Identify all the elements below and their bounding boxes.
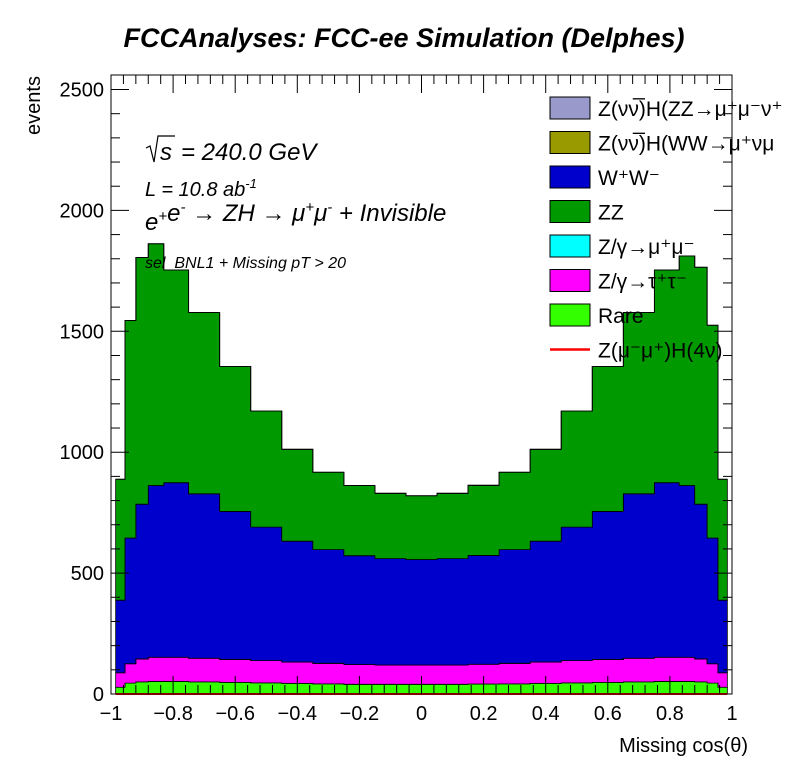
sqrt-s-annotation: s = 240.0 GeV xyxy=(145,135,318,166)
y-tick-label-0: 0 xyxy=(93,684,104,706)
legend-swatch-0 xyxy=(549,96,591,120)
sqrt-s-text: s xyxy=(160,139,172,166)
legend-entry-0: Z(νν̅)H(ZZ→μ⁺μ⁻ν⁺ xyxy=(549,96,783,121)
x-tick-label-1: −0.8 xyxy=(153,703,192,725)
stacked-histograms xyxy=(115,243,728,695)
x-tick-label-9: 0.8 xyxy=(656,703,684,725)
legend-entry-1: Z(νν̅)H(WW→μ⁺νμ xyxy=(549,131,774,156)
legend-swatch-2 xyxy=(549,165,591,189)
legend-label-2: W⁺W⁻ xyxy=(598,167,660,190)
x-tick-label-0: −1 xyxy=(100,703,123,725)
y-tick-label-3: 1500 xyxy=(60,321,105,343)
legend-label-6: Rare xyxy=(598,305,644,328)
process-annotation: e+e- → ZH → μ+μ- + Invisible xyxy=(145,199,446,236)
legend-entry-4: Z/γ→μ⁺μ⁻ xyxy=(549,234,695,259)
legend-swatch-4 xyxy=(549,234,591,258)
y-tick-label-4: 2000 xyxy=(60,200,105,222)
x-tick-label-8: 0.6 xyxy=(594,703,622,725)
annotations: s = 240.0 GeV L = 10.8 ab-1 e+e- → ZH → … xyxy=(145,135,446,272)
legend-label-1: Z(νν̅)H(WW→μ⁺νμ xyxy=(598,133,774,156)
y-tick-label-1: 500 xyxy=(71,563,104,585)
lumi-annotation: L = 10.8 ab-1 xyxy=(145,176,257,201)
x-tick-label-3: −0.4 xyxy=(278,703,317,725)
lumi-text: L = 10.8 ab xyxy=(145,179,245,201)
legend-label-7: Z(μ⁻μ⁺)H(4ν) xyxy=(598,340,723,363)
series-area-6 xyxy=(115,243,728,497)
sqrt-symbol xyxy=(145,135,175,163)
legend-entry-7: Z(μ⁻μ⁺)H(4ν) xyxy=(550,340,723,363)
legend-swatch-5 xyxy=(549,269,591,292)
x-tick-label-2: −0.6 xyxy=(215,703,254,725)
x-axis-label: Missing cos(θ) xyxy=(619,735,748,757)
lumi-exponent: -1 xyxy=(245,176,257,191)
legend-label-3: ZZ xyxy=(598,202,624,225)
x-tick-label-7: 0.4 xyxy=(532,703,560,725)
legend-entry-6: Rare xyxy=(549,303,644,328)
legend-swatch-3 xyxy=(549,200,591,223)
legend-swatch-6 xyxy=(549,303,591,327)
legend-entry-2: W⁺W⁻ xyxy=(549,165,660,190)
x-tick-label-4: −0.2 xyxy=(340,703,379,725)
legend-label-4: Z/γ→μ⁺μ⁻ xyxy=(598,236,695,259)
x-tick-label-5: 0 xyxy=(416,703,427,725)
process-middle: → ZH → μ xyxy=(192,200,305,227)
legend-entry-3: ZZ xyxy=(549,200,624,225)
y-tick-label-5: 2500 xyxy=(60,80,105,102)
selection-annotation: sel_BNL1 + Missing pT > 20 xyxy=(145,255,346,272)
x-tick-labels: −1 −0.8 −0.6 −0.4 −0.2 0 0.2 0.4 0.6 0.8 1 xyxy=(100,703,738,725)
legend-swatch-1 xyxy=(549,131,591,154)
y-tick-labels: 0 500 1000 1500 2000 2500 xyxy=(60,80,105,706)
process-suffix: + Invisible xyxy=(339,200,446,227)
legend-label-5: Z/γ→τ⁺τ⁻ xyxy=(598,271,687,294)
process-prefix: e xyxy=(145,209,158,236)
x-tick-label-6: 0.2 xyxy=(470,703,498,725)
y-tick-label-2: 1000 xyxy=(60,442,105,464)
y-axis-label: events xyxy=(23,76,45,135)
x-tick-label-10: 1 xyxy=(726,703,737,725)
legend-entry-5: Z/γ→τ⁺τ⁻ xyxy=(549,269,687,294)
chart-title: FCCAnalyses: FCC-ee Simulation (Delphes) xyxy=(123,23,684,53)
legend: Z(νν̅)H(ZZ→μ⁺μ⁻ν⁺ Z(νν̅)H(WW→μ⁺νμ W⁺W⁻ ZZ Z/… xyxy=(549,96,783,363)
energy-text: = 240.0 GeV xyxy=(181,139,318,166)
axis-ticks xyxy=(110,75,733,695)
legend-label-0: Z(νν̅)H(ZZ→μ⁺μ⁻ν⁺ xyxy=(598,98,783,121)
